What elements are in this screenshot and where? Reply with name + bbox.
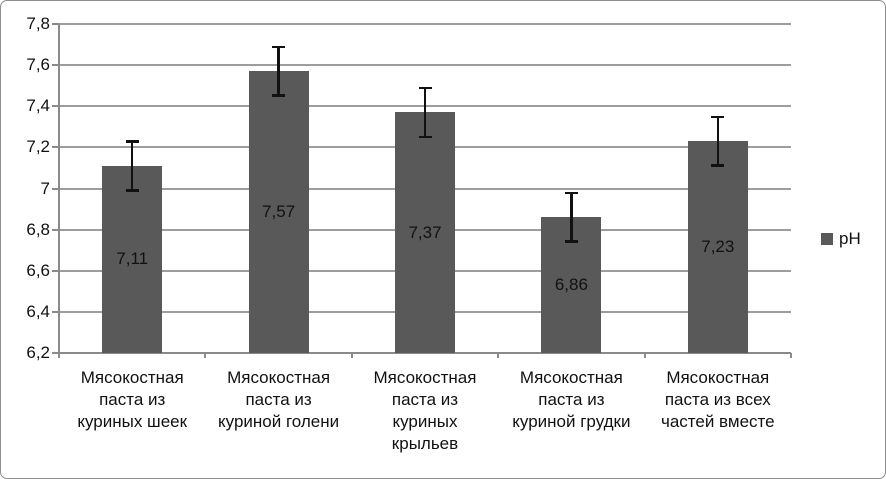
legend-label: pH — [839, 229, 861, 248]
bar-value-label: 7,57 — [262, 202, 296, 222]
legend: pH — [821, 229, 861, 249]
y-axis-tick — [52, 23, 59, 25]
x-axis-tick — [790, 353, 792, 358]
x-axis-line — [59, 352, 791, 354]
y-axis-tick — [52, 269, 59, 272]
y-axis-tick — [52, 105, 59, 108]
category-label: Мясокостная паста из куриной грудки — [512, 368, 631, 431]
error-bar-cap-top — [125, 140, 139, 143]
y-axis-tick-label: 7,4 — [26, 96, 50, 116]
category-label: Мясокостная паста из куриных шеек — [77, 368, 188, 431]
y-axis-tick — [52, 310, 59, 313]
x-axis-tick — [497, 353, 500, 358]
category-label: Мясокостная паста из куриной голени — [218, 368, 340, 431]
category-label: Мясокостная паста из всех частей вместе — [660, 368, 775, 431]
x-axis-tick — [643, 353, 646, 358]
bar-value-label: 7,23 — [701, 237, 735, 257]
error-bar-line — [716, 116, 720, 166]
bar — [102, 165, 163, 353]
y-axis-tick-label: 7,2 — [26, 137, 50, 157]
error-bar-line — [130, 141, 134, 191]
y-axis-tick-label: 6,2 — [26, 343, 50, 362]
error-bar-cap-bottom — [564, 240, 578, 243]
error-bar-cap-bottom — [125, 189, 139, 192]
x-axis-tick — [350, 353, 353, 358]
bar — [687, 141, 748, 353]
error-bar-line — [570, 192, 573, 242]
error-bar-cap-top — [711, 115, 725, 119]
bar-value-label: 6,86 — [554, 275, 588, 295]
y-axis-tick-label: 6,4 — [26, 301, 50, 321]
y-axis-tick — [52, 64, 59, 67]
error-bar-cap-bottom — [272, 94, 286, 97]
y-axis-line — [58, 24, 60, 354]
y-axis-tick — [52, 352, 59, 354]
x-axis-tick — [204, 353, 207, 358]
bar-value-label: 7,37 — [408, 222, 442, 242]
bar — [248, 71, 309, 353]
y-axis-tick — [52, 228, 59, 231]
error-bar-line — [277, 46, 280, 96]
category-label: Мясокостная паста из куриных крыльев — [373, 368, 477, 453]
error-bar-cap-bottom — [711, 164, 725, 167]
gridline — [59, 23, 791, 25]
y-axis-tick — [52, 187, 59, 190]
error-bar-cap-top — [272, 45, 286, 49]
y-axis-tick-label: 7,6 — [26, 55, 50, 75]
error-bar-cap-top — [418, 86, 432, 90]
y-axis-tick-label: 6,6 — [26, 260, 50, 280]
error-bar-cap-top — [564, 191, 578, 195]
x-axis-tick — [58, 353, 60, 358]
bar — [395, 112, 455, 353]
error-bar-line — [423, 87, 427, 138]
y-axis-tick — [52, 146, 59, 149]
bar-value-label: 7,11 — [116, 249, 149, 269]
y-axis-tick-label: 7,8 — [26, 14, 50, 33]
y-axis-tick-label: 7 — [40, 178, 50, 198]
error-bar-cap-bottom — [418, 135, 432, 139]
legend-swatch-icon — [821, 233, 833, 245]
gridline — [59, 64, 791, 67]
y-axis-tick-label: 6,8 — [26, 219, 50, 239]
